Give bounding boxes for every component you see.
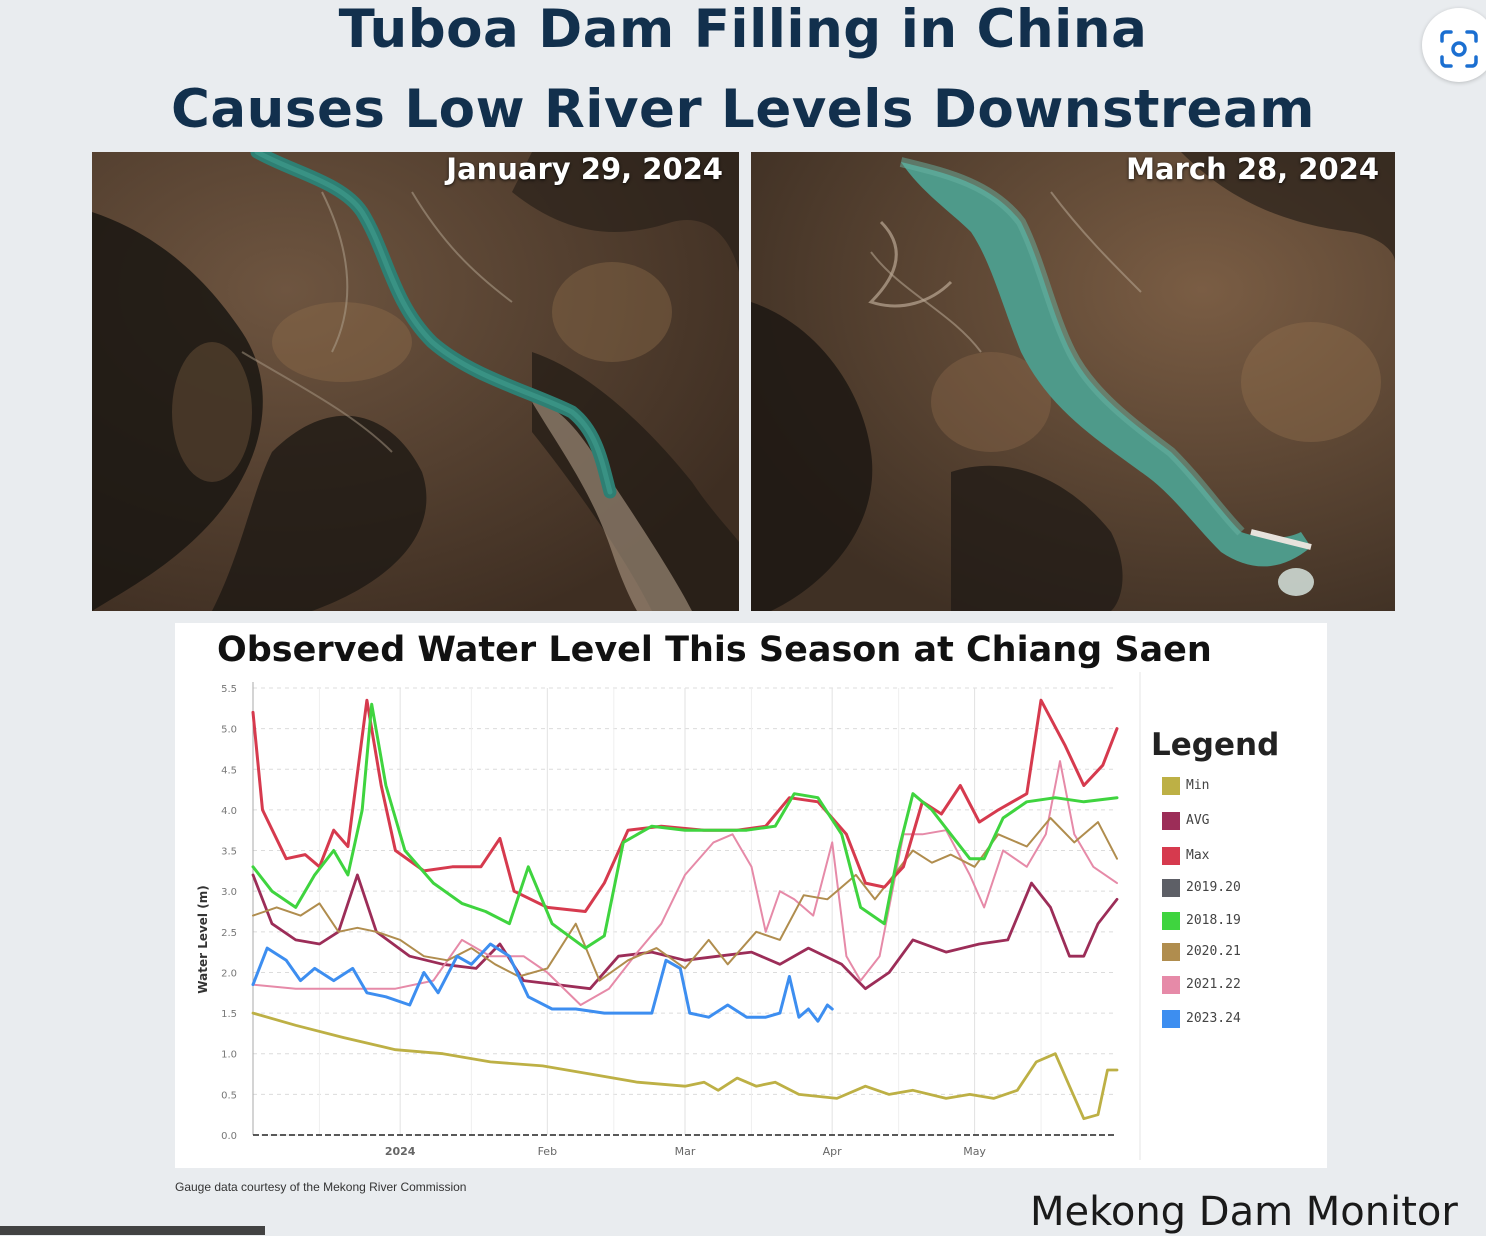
chart-series (251, 698, 1119, 1121)
page-title-line-2: Causes Low River Levels Downstream (171, 79, 1315, 140)
series-line-2020-21 (252, 817, 1118, 982)
visual-search-icon (1440, 30, 1478, 68)
y-tick-label: 0.5 (221, 1090, 237, 1101)
horizontal-scrollbar[interactable] (0, 1226, 265, 1235)
y-axis-label: Water Level (m) (196, 885, 210, 993)
legend-swatch (1162, 847, 1180, 865)
series-line-max (251, 698, 1119, 913)
legend-label: 2018.19 (1186, 913, 1241, 928)
series-line-2023-24 (251, 942, 834, 1023)
legend-swatch (1162, 812, 1180, 830)
satellite-date-left: January 29, 2024 (446, 152, 723, 186)
legend-label: Min (1186, 778, 1210, 793)
y-tick-label: 3.5 (221, 847, 237, 858)
legend-swatch (1162, 1010, 1180, 1028)
x-tick-label: Apr (823, 1145, 843, 1158)
series-line-2018-19 (251, 702, 1119, 950)
legend-swatch (1162, 976, 1180, 994)
satellite-image-january: January 29, 2024 (92, 152, 739, 611)
legend-label: 2023.24 (1186, 1011, 1241, 1026)
x-tick-label: 2024 (385, 1145, 416, 1158)
y-tick-label: 0.0 (221, 1131, 237, 1142)
y-tick-label: 1.0 (221, 1050, 237, 1061)
y-tick-label: 2.0 (221, 968, 237, 979)
series-line-avg (251, 873, 1119, 991)
visual-search-button[interactable] (1422, 8, 1486, 82)
satellite-image-march: March 28, 2024 (751, 152, 1395, 611)
legend-swatch (1162, 943, 1180, 961)
legend-swatch (1162, 912, 1180, 930)
y-tick-label: 5.0 (221, 725, 237, 736)
brand-name: Mekong Dam Monitor (1030, 1189, 1458, 1235)
page-title-line-1: Tuboa Dam Filling in China (338, 0, 1148, 60)
satellite-date-right: March 28, 2024 (1126, 152, 1379, 186)
x-tick-label: Feb (538, 1145, 557, 1158)
chart-gridlines (253, 687, 1117, 1136)
chart-title: Observed Water Level This Season at Chia… (217, 630, 1212, 670)
legend-label: Max (1186, 848, 1210, 863)
satellite-image-march-picture (751, 152, 1395, 611)
legend-title: Legend (1151, 727, 1280, 763)
legend-label: 2020.21 (1186, 944, 1241, 959)
y-tick-label: 3.0 (221, 887, 237, 898)
legend-label: 2021.22 (1186, 977, 1241, 992)
legend-swatch (1162, 777, 1180, 795)
satellite-image-january-picture (92, 152, 739, 611)
y-tick-label: 5.5 (221, 684, 237, 695)
data-credit: Gauge data courtesy of the Mekong River … (175, 1180, 467, 1194)
series-line-2021-22 (252, 760, 1118, 1006)
legend-swatch (1162, 879, 1180, 897)
legend-label: 2019.20 (1186, 880, 1241, 895)
series-line-min (251, 1011, 1119, 1121)
y-tick-label: 2.5 (221, 928, 237, 939)
y-tick-label: 4.0 (221, 806, 237, 817)
y-tick-label: 4.5 (221, 765, 237, 776)
x-tick-label: May (963, 1145, 986, 1158)
chart-axes: 0.0 0.5 1.0 1.5 2.0 2.5 3.0 3.5 4.0 4.5 5.0 5.5 2024… (196, 672, 1141, 1160)
x-tick-label: Mar (675, 1145, 696, 1158)
legend-label: AVG (1186, 813, 1210, 828)
y-tick-label: 1.5 (221, 1009, 237, 1020)
